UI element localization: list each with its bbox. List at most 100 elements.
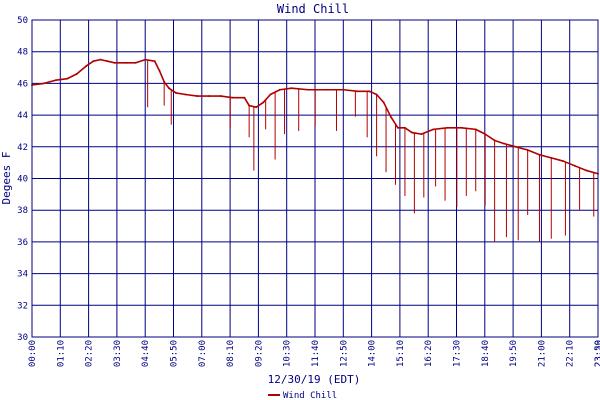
series-line-segment	[420, 128, 435, 135]
x-tick-label: 23:20	[594, 340, 600, 367]
series-point	[92, 60, 95, 63]
series-point	[538, 153, 541, 156]
series-point	[460, 126, 463, 129]
y-tick-label: 42	[17, 143, 28, 153]
x-tick-label: 17:30	[453, 340, 463, 367]
series-point	[158, 69, 161, 72]
series-point	[474, 128, 477, 131]
series-point	[255, 106, 258, 109]
y-tick-label: 50	[17, 16, 28, 26]
series-point	[208, 95, 210, 97]
x-tick-label: 02:20	[85, 340, 95, 367]
series-point	[243, 96, 246, 99]
series-line-segment	[562, 160, 576, 167]
legend-label-wind-chill: Wind Chill	[283, 391, 337, 400]
series-line-segment	[220, 95, 234, 99]
series-dips	[147, 60, 595, 242]
series-line-segment	[31, 82, 45, 86]
series-point	[99, 58, 102, 61]
series-line-segment	[184, 93, 199, 97]
series-point	[375, 93, 378, 96]
series-point	[134, 61, 137, 64]
x-tick-label: 07:00	[198, 340, 208, 367]
x-tick-label: 12:50	[339, 340, 349, 367]
x-tick-label: 05:50	[170, 340, 180, 367]
series-point	[526, 149, 529, 151]
series-line-segment	[342, 88, 359, 93]
series-line-segment	[411, 131, 423, 135]
series-line-segment	[375, 93, 385, 104]
series-point	[503, 142, 505, 145]
series-point	[163, 80, 166, 83]
y-tick-label: 32	[17, 301, 28, 311]
series-line-segment	[66, 73, 78, 80]
series-point	[404, 126, 406, 129]
series-line-segment	[550, 157, 564, 162]
series-point	[144, 58, 147, 61]
series-point	[167, 87, 170, 90]
y-tick-label: 46	[17, 79, 28, 89]
y-axis-label: Degees F	[0, 152, 13, 205]
series-line-segment	[389, 115, 399, 129]
series-line-segment	[144, 58, 156, 63]
series-line-segment	[106, 60, 116, 64]
series-line-segment	[175, 92, 187, 96]
series-point	[248, 104, 251, 107]
series-point	[342, 88, 345, 91]
series-line-segment	[243, 96, 250, 107]
series-point	[75, 72, 78, 75]
x-ticks: 00:00 01:10 02:20 03:30 04:40 05:50 07:00 08:10…	[28, 340, 600, 367]
series-point	[368, 90, 371, 93]
series-point	[125, 61, 128, 64]
series-line-segment	[279, 87, 293, 91]
x-tick-label: 03:30	[113, 340, 123, 367]
series-point	[432, 128, 435, 131]
series-point	[326, 88, 328, 91]
x-tick-label: 22:10	[566, 340, 576, 367]
series-line-segment	[574, 165, 588, 172]
y-ticks: 30 32 34 36 38 40 42 44 46 48 50	[17, 16, 28, 343]
series-point	[219, 95, 222, 97]
y-tick-label: 48	[17, 48, 28, 58]
series-line-segment	[290, 87, 309, 91]
series-line-segment	[526, 149, 541, 156]
series-point	[550, 156, 553, 159]
series-line-segment	[585, 169, 599, 175]
series-line-segment	[493, 139, 505, 145]
x-tick-label: 15:10	[396, 340, 406, 367]
chart-title: Wind Chill	[277, 2, 349, 16]
series-line-segment	[269, 88, 281, 96]
x-tick-label: 11:40	[311, 340, 321, 367]
series-point	[54, 79, 57, 82]
y-tick-label: 36	[17, 238, 28, 248]
x-tick-label: 04:40	[141, 340, 151, 367]
series-lines	[31, 58, 599, 175]
x-tick-label: 16:20	[424, 340, 434, 367]
y-tick-label: 44	[17, 111, 28, 121]
series-point	[42, 82, 45, 85]
series-line-segment	[92, 58, 102, 63]
x-tick-label: 00:00	[28, 340, 38, 367]
series-point	[382, 101, 385, 104]
series-line-segment	[404, 126, 413, 134]
series-point	[66, 77, 69, 80]
series-line-segment	[158, 69, 165, 83]
series-point	[231, 96, 234, 99]
series-point	[262, 101, 265, 104]
series-line-segment	[368, 90, 378, 96]
x-tick-label: 08:10	[226, 340, 236, 367]
series-point	[184, 93, 187, 96]
series-point	[269, 93, 272, 96]
legend: Wind Chill	[268, 391, 337, 400]
series-line-segment	[76, 65, 88, 75]
series-point	[514, 145, 517, 148]
series-point	[585, 169, 588, 172]
series-point	[446, 126, 449, 129]
series-point	[278, 88, 281, 91]
x-tick-label: 10:30	[283, 340, 293, 367]
series-point	[175, 92, 177, 94]
x-axis-label: 12/30/19 (EDT)	[268, 373, 361, 386]
x-tick-label: 09:20	[254, 340, 264, 367]
